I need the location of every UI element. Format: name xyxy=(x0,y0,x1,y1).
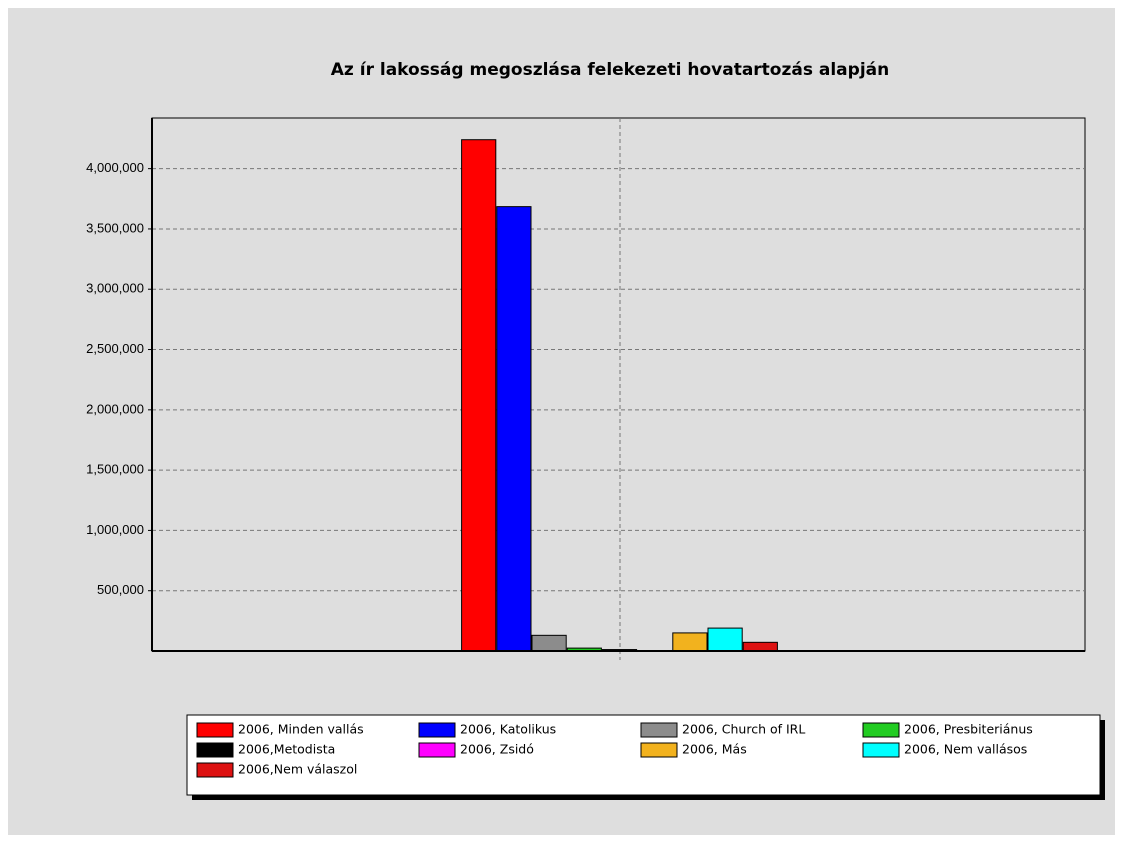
legend-swatch xyxy=(196,742,234,758)
legend-swatch xyxy=(418,722,456,738)
y-tick-label: 2,500,000 xyxy=(86,341,144,356)
y-tick-label: 500,000 xyxy=(97,582,144,597)
y-tick-label: 1,500,000 xyxy=(86,462,144,477)
legend-label: 2006,Nem válaszol xyxy=(238,762,357,777)
bar xyxy=(461,139,497,652)
legend-swatch xyxy=(196,762,234,778)
legend-swatch xyxy=(862,742,900,758)
legend-label: 2006, Zsidó xyxy=(460,742,534,757)
legend-label: 2006, Presbiteriánus xyxy=(904,722,1033,737)
legend-swatch xyxy=(640,722,678,738)
chart-title: Az ír lakosság megoszlása felekezeti hov… xyxy=(331,60,889,80)
legend-swatch xyxy=(418,742,456,758)
legend-swatch xyxy=(196,722,234,738)
legend-label: 2006, Más xyxy=(682,742,747,757)
y-tick-label: 1,000,000 xyxy=(86,522,144,537)
legend-label: 2006, Nem vallásos xyxy=(904,742,1027,757)
bar xyxy=(496,206,532,652)
y-tick-label: 2,000,000 xyxy=(86,401,144,416)
bar xyxy=(707,627,743,652)
legend-label: 2006, Katolikus xyxy=(460,722,556,737)
plot-area xyxy=(151,117,1086,652)
y-tick-label: 3,500,000 xyxy=(86,220,144,235)
legend-label: 2006, Minden vallás xyxy=(238,722,364,737)
y-tick-label: 4,000,000 xyxy=(86,160,144,175)
legend-swatch xyxy=(862,722,900,738)
legend-label: 2006, Church of IRL xyxy=(682,722,805,737)
legend-label: 2006,Metodista xyxy=(238,742,335,757)
bar xyxy=(742,641,778,652)
y-tick-label: 3,000,000 xyxy=(86,281,144,296)
legend-swatch xyxy=(640,742,678,758)
bar xyxy=(531,634,567,652)
bar xyxy=(672,632,708,652)
